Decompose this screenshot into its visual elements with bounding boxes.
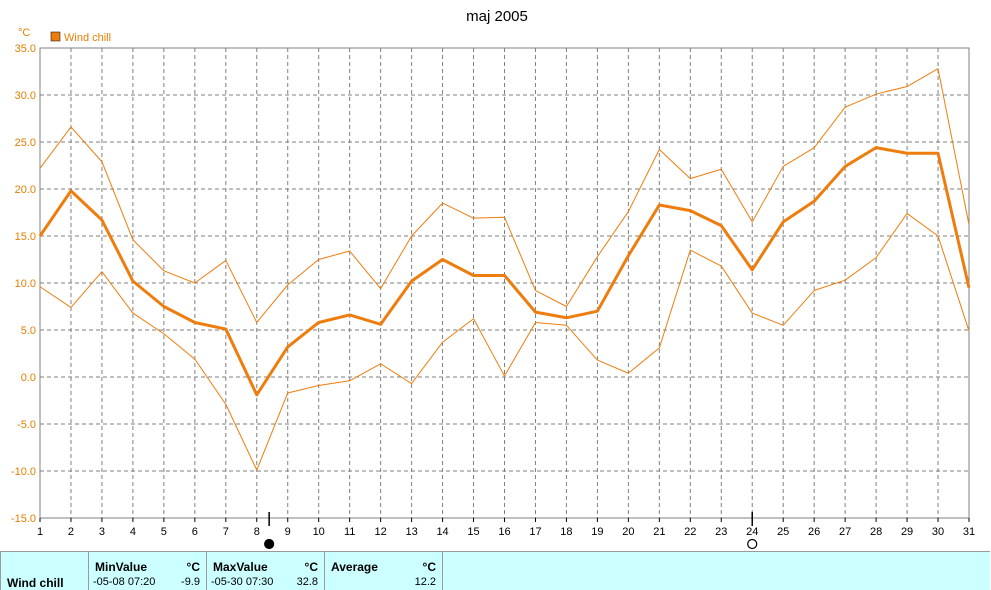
y-tick-label: 25.0 <box>15 137 36 149</box>
stats-panel: Wind chill MinValue °C -05-08 07:20 -9.9… <box>0 551 990 590</box>
avg-unit: °C <box>422 560 436 574</box>
x-tick-label: 24 <box>746 526 758 538</box>
max-unit: °C <box>304 560 318 574</box>
min-time: -05-08 07:20 <box>93 576 156 588</box>
series-lines <box>38 68 971 471</box>
min-unit: °C <box>186 560 200 574</box>
y-axis-unit: °C <box>18 27 30 39</box>
series-line-average <box>38 146 971 397</box>
stats-max-cell: MaxValue °C -05-30 07:30 32.8 <box>207 552 325 590</box>
x-tick-label: 27 <box>839 526 851 538</box>
y-tick-label: 20.0 <box>15 184 36 196</box>
x-tick-label: 22 <box>684 526 696 538</box>
x-tick-label: 6 <box>192 526 198 538</box>
x-tick-label: 9 <box>285 526 291 538</box>
x-tick-label: 12 <box>375 526 387 538</box>
min-value: -9.9 <box>181 576 200 588</box>
y-tick-label: 15.0 <box>15 231 36 243</box>
legend-label: Wind chill <box>64 32 111 44</box>
y-tick-label: 35.0 <box>15 43 36 55</box>
x-tick-label: 2 <box>68 526 74 538</box>
x-tick-label: 1 <box>37 526 43 538</box>
x-tick-label: 21 <box>653 526 665 538</box>
series-line-max <box>39 68 970 323</box>
x-tick-label: 3 <box>99 526 105 538</box>
max-label: MaxValue <box>213 560 268 574</box>
min-label: MinValue <box>95 560 148 574</box>
x-tick-label: 19 <box>591 526 603 538</box>
x-tick-label: 31 <box>963 526 975 538</box>
x-tick-label: 25 <box>777 526 789 538</box>
x-tick-label: 26 <box>808 526 820 538</box>
x-axis: 1 2 3 4 5 6 7 8 9 10 11 12 13 14 15 16 17 18 19 20 21 22 23 24 2… <box>37 518 975 538</box>
y-axis: 35.0 30.0 25.0 20.0 15.0 10.0 5.0 0.0 -5.0 -10.0 -… <box>11 43 36 525</box>
x-tick-label: 23 <box>715 526 727 538</box>
stats-avg-cell: Average °C 12.2 <box>325 552 443 590</box>
chart-area: maj 2005 °C Wind chill 35.030.025.020.01… <box>11 8 975 550</box>
avg-label: Average <box>331 560 378 574</box>
markers <box>264 512 758 550</box>
x-tick-label: 11 <box>344 526 355 538</box>
x-tick-label: 20 <box>622 526 634 538</box>
y-tick-label: -5.0 <box>17 419 36 431</box>
x-tick-label: 5 <box>161 526 167 538</box>
legend-swatch <box>50 31 61 42</box>
stats-series-cell: Wind chill <box>1 552 89 590</box>
x-tick-label: 17 <box>529 526 541 538</box>
x-tick-label: 18 <box>560 526 572 538</box>
y-tick-label: 5.0 <box>21 325 36 337</box>
min-marker-icon <box>264 538 275 550</box>
series-line-min <box>39 212 970 471</box>
x-tick-label: 30 <box>932 526 944 538</box>
x-tick-label: 14 <box>436 526 448 538</box>
y-tick-label: 30.0 <box>15 90 36 102</box>
x-tick-label: 10 <box>313 526 325 538</box>
max-marker-icon <box>747 538 758 550</box>
y-tick-label: 0.0 <box>21 372 36 384</box>
x-tick-label: 7 <box>223 526 229 538</box>
x-tick-label: 15 <box>467 526 479 538</box>
stats-min-cell: MinValue °C -05-08 07:20 -9.9 <box>89 552 207 590</box>
y-tick-label: -15.0 <box>11 513 36 525</box>
avg-value: 12.2 <box>414 576 436 588</box>
y-tick-label: 10.0 <box>15 278 36 290</box>
x-tick-label: 4 <box>130 526 136 538</box>
x-tick-label: 16 <box>498 526 510 538</box>
x-tick-label: 13 <box>405 526 417 538</box>
chart-title: maj 2005 <box>466 8 528 25</box>
x-tick-label: 29 <box>901 526 913 538</box>
x-tick-label: 28 <box>870 526 882 538</box>
max-value: 32.8 <box>296 576 318 588</box>
max-time: -05-30 07:30 <box>211 576 274 588</box>
stats-series-label: Wind chill <box>7 576 64 590</box>
grid <box>40 48 969 518</box>
x-tick-label: 8 <box>254 526 260 538</box>
y-tick-label: -10.0 <box>11 466 36 478</box>
